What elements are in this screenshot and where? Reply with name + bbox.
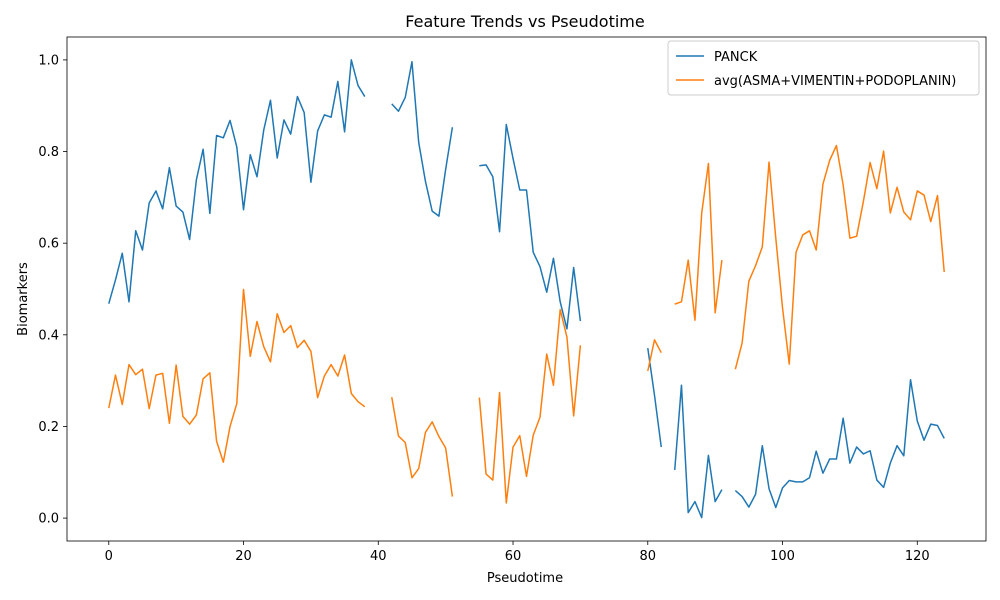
legend-label-panck: PANCK: [714, 50, 758, 65]
series-layer: [108, 59, 945, 519]
legend-box: [667, 40, 980, 96]
y-tick-label: 0.2: [38, 420, 59, 435]
series-line-panck: [108, 59, 945, 519]
axes-layer: 0 20 40 60 80 100 120 0.0 0.2 0.4 0.6 0.8 1.0: [38, 36, 987, 564]
legend: PANCK avg(ASMA+VIMENTIN+PODOPLANIN): [667, 40, 980, 96]
y-axis-label: Biomarkers: [16, 262, 31, 336]
x-axis-label: Pseudotime: [487, 571, 563, 586]
y-tick-label: 0.6: [38, 237, 59, 252]
x-tick-label: 100: [770, 549, 795, 564]
x-tick-label: 120: [905, 549, 930, 564]
y-tick-label: 0.4: [38, 328, 59, 343]
y-tick-label: 1.0: [38, 53, 59, 68]
x-tick-label: 20: [235, 549, 252, 564]
x-tick-label: 60: [505, 549, 522, 564]
y-tick-label: 0.8: [38, 145, 59, 160]
plot-frame: [66, 36, 987, 542]
x-tick-label: 80: [640, 549, 657, 564]
series-line-stromal-average: [108, 144, 945, 504]
x-tick-label: 0: [105, 549, 113, 564]
legend-label-stromal-average: avg(ASMA+VIMENTIN+PODOPLANIN): [714, 74, 956, 89]
y-tick-label: 0.0: [38, 512, 59, 527]
x-tick-label: 40: [370, 549, 387, 564]
chart-title: Feature Trends vs Pseudotime: [405, 12, 644, 31]
